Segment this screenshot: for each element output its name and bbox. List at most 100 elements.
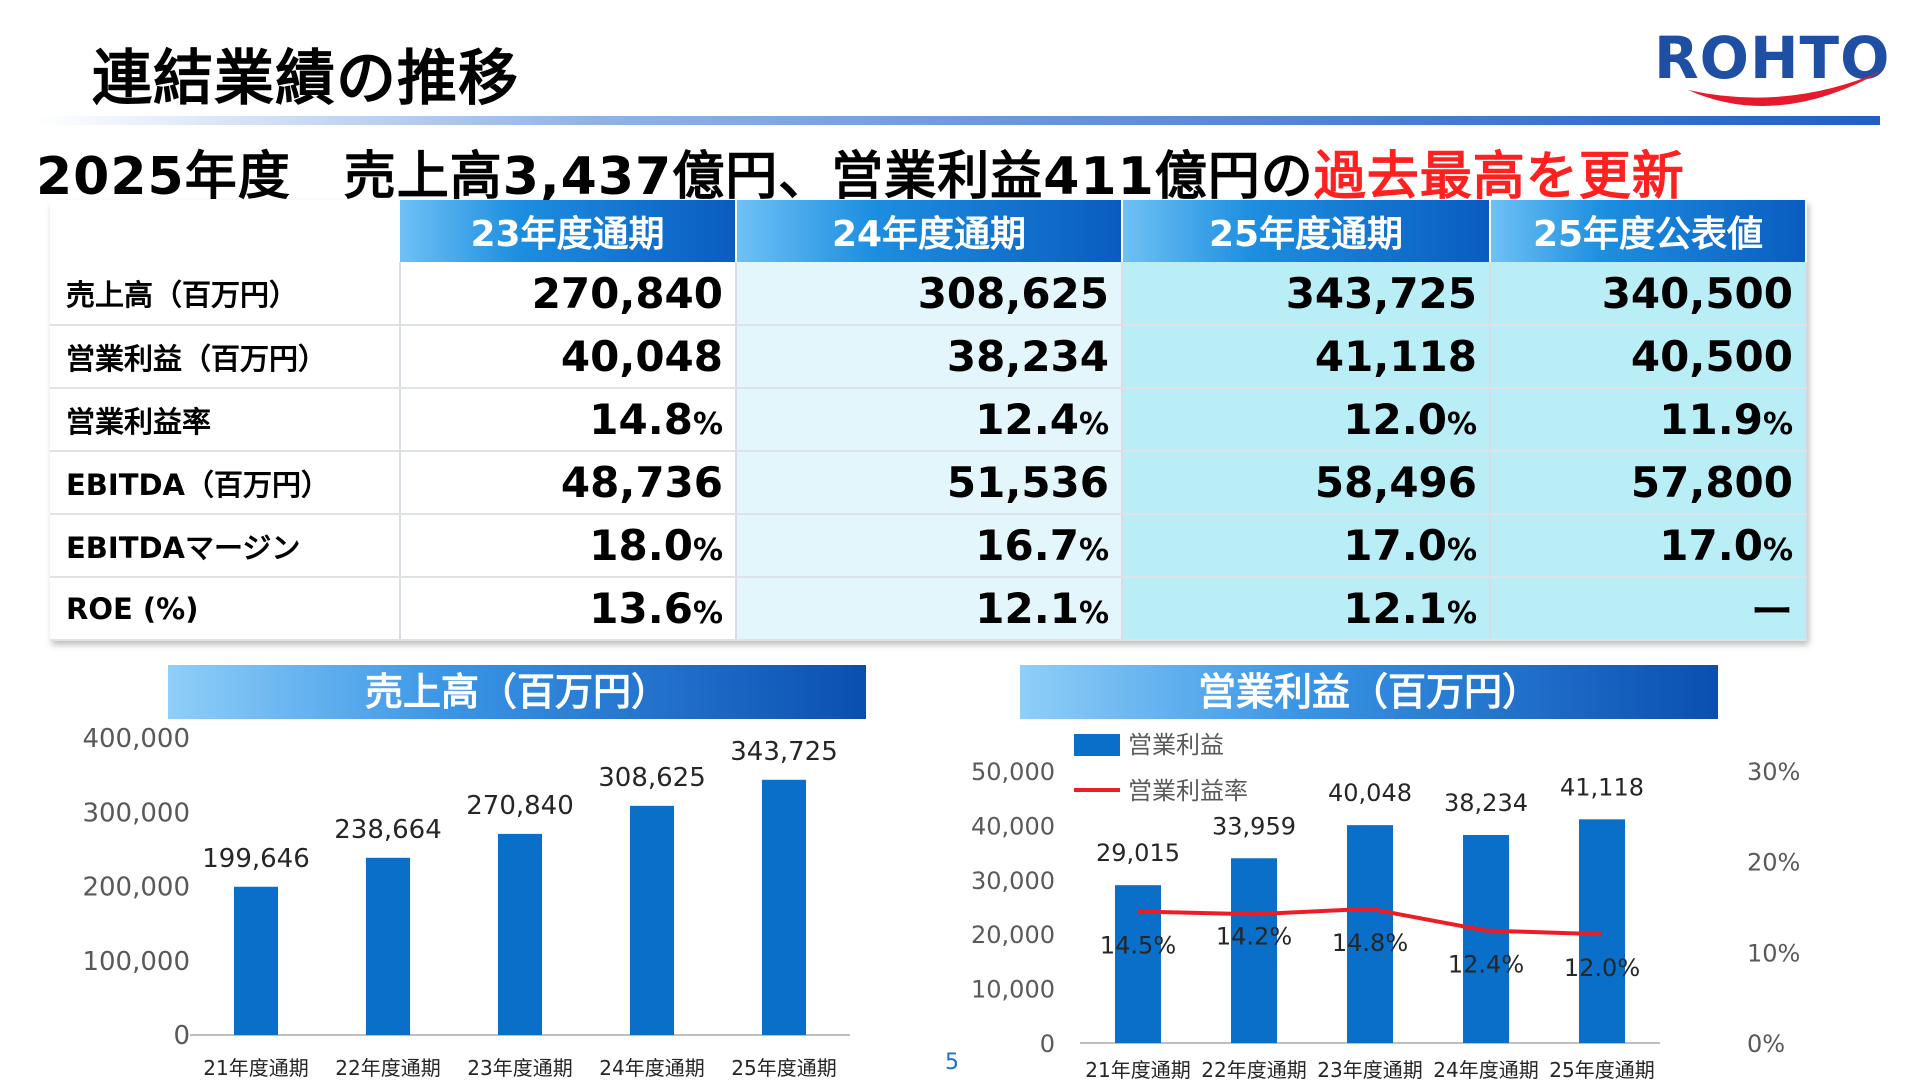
op-y-tick-label: 20,000 (971, 921, 1055, 949)
kpi-cell: 57,800 (1490, 451, 1807, 515)
kpi-cell: 38,234 (736, 325, 1123, 389)
sales-data-label: 343,725 (730, 737, 838, 767)
headline-main: 2025年度 売上高3,437億円、営業利益411億円の (36, 147, 1314, 207)
op-bar (1231, 858, 1277, 1043)
kpi-cell-value: 11.9 (1659, 395, 1763, 444)
sales-bar (234, 886, 278, 1035)
op-bar (1579, 819, 1625, 1043)
op-x-tick-label: 25年度通期 (1549, 1058, 1654, 1080)
kpi-row: 売上高（百万円） 270,840 308,625 343,725 340,500 (50, 262, 1807, 326)
kpi-cell: 343,725 (1122, 262, 1491, 326)
kpi-cell-value: 16.7 (975, 521, 1079, 570)
kpi-cell-value: 13.6 (589, 584, 693, 633)
op-data-label: 38,234 (1444, 789, 1528, 817)
sales-data-label: 308,625 (598, 763, 706, 793)
sales-data-label: 270,840 (466, 791, 574, 821)
kpi-row-label: 営業利益率 (50, 388, 401, 452)
kpi-cell-value: 12.0 (1343, 395, 1447, 444)
sales-x-tick-label: 24年度通期 (599, 1056, 704, 1080)
kpi-col-header: 24年度通期 (736, 200, 1123, 262)
kpi-cell: ー (1490, 577, 1807, 641)
rohto-logo: ROHTO (1654, 24, 1890, 106)
op-data-label: 33,959 (1212, 812, 1296, 840)
kpi-row-label: ROE (%) (50, 577, 401, 641)
kpi-cell: 18.0% (400, 514, 737, 578)
kpi-row: EBITDAマージン 18.0% 16.7% 17.0% 17.0% (50, 514, 1807, 578)
op-x-tick-label: 21年度通期 (1085, 1058, 1190, 1080)
sales-x-tick-label: 25年度通期 (731, 1056, 836, 1080)
sales-data-label: 199,646 (202, 844, 310, 874)
page-title: 連結業績の推移 (92, 44, 519, 114)
kpi-row-label: EBITDA（百万円） (50, 451, 401, 515)
kpi-cell-unit: % (692, 533, 723, 568)
kpi-cell: 41,118 (1122, 325, 1491, 389)
kpi-row-label: EBITDAマージン (50, 514, 401, 578)
kpi-cell: 11.9% (1490, 388, 1807, 452)
sales-y-tick-label: 0 (173, 1021, 190, 1051)
op-data-label: 29,015 (1096, 839, 1180, 867)
kpi-cell-unit: % (692, 407, 723, 442)
kpi-cell-unit: % (1446, 596, 1477, 631)
kpi-cell-value: 17.0 (1343, 521, 1447, 570)
op-bar (1463, 835, 1509, 1043)
kpi-cell-unit: % (1762, 533, 1793, 568)
kpi-cell-value: 17.0 (1659, 521, 1763, 570)
kpi-cell-value: 18.0 (589, 521, 693, 570)
kpi-cell-value: 48,736 (560, 458, 723, 507)
sales-data-label: 238,664 (334, 815, 442, 845)
kpi-cell-unit: % (1446, 407, 1477, 442)
kpi-cell: 12.4% (736, 388, 1123, 452)
op-y2-tick-label: 10% (1747, 939, 1800, 967)
kpi-col-header: 25年度公表値 (1490, 200, 1807, 262)
kpi-cell-unit: % (692, 596, 723, 631)
op-y-tick-label: 30,000 (971, 867, 1055, 895)
kpi-cell: 16.7% (736, 514, 1123, 578)
op-margin-label: 12.0% (1564, 954, 1640, 982)
kpi-row-label: 売上高（百万円） (50, 262, 401, 326)
op-bar (1115, 885, 1161, 1043)
sales-x-tick-label: 22年度通期 (335, 1056, 440, 1080)
op-margin-label: 14.8% (1332, 929, 1408, 957)
op-margin-label: 14.2% (1216, 922, 1292, 950)
kpi-cell: 14.8% (400, 388, 737, 452)
kpi-row: ROE (%) 13.6% 12.1% 12.1% ー (50, 577, 1807, 641)
headline-emphasis: 過去最高を更新 (1313, 147, 1685, 207)
sales-y-tick-label: 200,000 (82, 873, 190, 903)
op-y-tick-label: 0 (1040, 1030, 1055, 1058)
op-y-tick-label: 40,000 (971, 812, 1055, 840)
op-y2-tick-label: 20% (1747, 849, 1800, 877)
op-margin-line (1137, 906, 1603, 937)
kpi-cell-value: 270,840 (531, 268, 723, 318)
kpi-cell-value: 340,500 (1601, 268, 1793, 318)
kpi-cell-value: 40,048 (560, 332, 723, 381)
kpi-cell-unit: % (1078, 596, 1109, 631)
op-legend-bar-label: 営業利益 (1128, 731, 1224, 759)
sales-y-tick-label: 300,000 (82, 798, 190, 828)
op-x-tick-label: 24年度通期 (1433, 1058, 1538, 1080)
sales-y-tick-label: 400,000 (82, 724, 190, 754)
kpi-cell-unit: % (1078, 533, 1109, 568)
kpi-cell-value: 57,800 (1630, 458, 1793, 507)
kpi-row: EBITDA（百万円） 48,736 51,536 58,496 57,800 (50, 451, 1807, 515)
sales-x-tick-label: 23年度通期 (467, 1056, 572, 1080)
sales-y-tick-label: 100,000 (82, 947, 190, 977)
kpi-header-row: 23年度通期 24年度通期 25年度通期 25年度公表値 (50, 200, 1807, 262)
kpi-cell-unit: % (1762, 407, 1793, 442)
kpi-cell: 270,840 (400, 262, 737, 326)
sales-bar (762, 779, 806, 1035)
kpi-table: 23年度通期 24年度通期 25年度通期 25年度公表値 売上高（百万円） 270… (50, 200, 1807, 641)
kpi-cell-value: 41,118 (1314, 332, 1477, 381)
op-y-tick-label: 10,000 (971, 976, 1055, 1004)
logo-swoosh (1688, 70, 1884, 106)
kpi-header-blank (50, 200, 400, 262)
sales-bar (498, 833, 542, 1035)
op-legend-line-label: 営業利益率 (1128, 777, 1248, 805)
kpi-cell-value: 343,725 (1285, 268, 1477, 318)
logo-wordmark: ROHTO (1654, 24, 1890, 92)
op-data-label: 40,048 (1328, 779, 1412, 807)
title-underline (38, 116, 1880, 125)
kpi-cell-value: 12.1 (1343, 584, 1447, 633)
op-x-tick-label: 23年度通期 (1317, 1058, 1422, 1080)
op-y2-tick-label: 0% (1747, 1030, 1785, 1058)
op-margin-label: 14.5% (1100, 932, 1176, 960)
